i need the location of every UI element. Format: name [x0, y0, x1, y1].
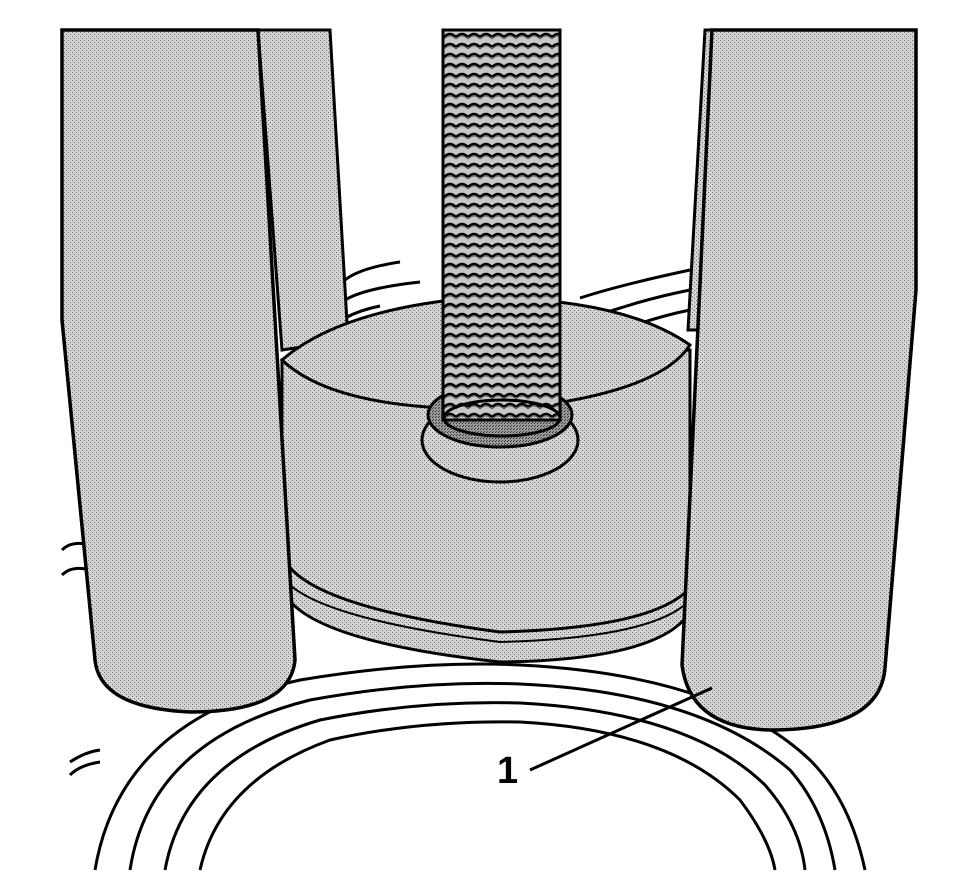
callout-number-1: 1 — [497, 750, 519, 792]
forcing-screw — [420, 28, 580, 484]
leg-edge-line — [883, 289, 918, 669]
puller-leg-front-right — [680, 28, 918, 732]
callout-leader-line — [529, 686, 713, 772]
puller-leg-front-left — [60, 28, 297, 714]
leg-edge-line — [60, 319, 97, 661]
housing-bore-rings — [60, 541, 867, 871]
